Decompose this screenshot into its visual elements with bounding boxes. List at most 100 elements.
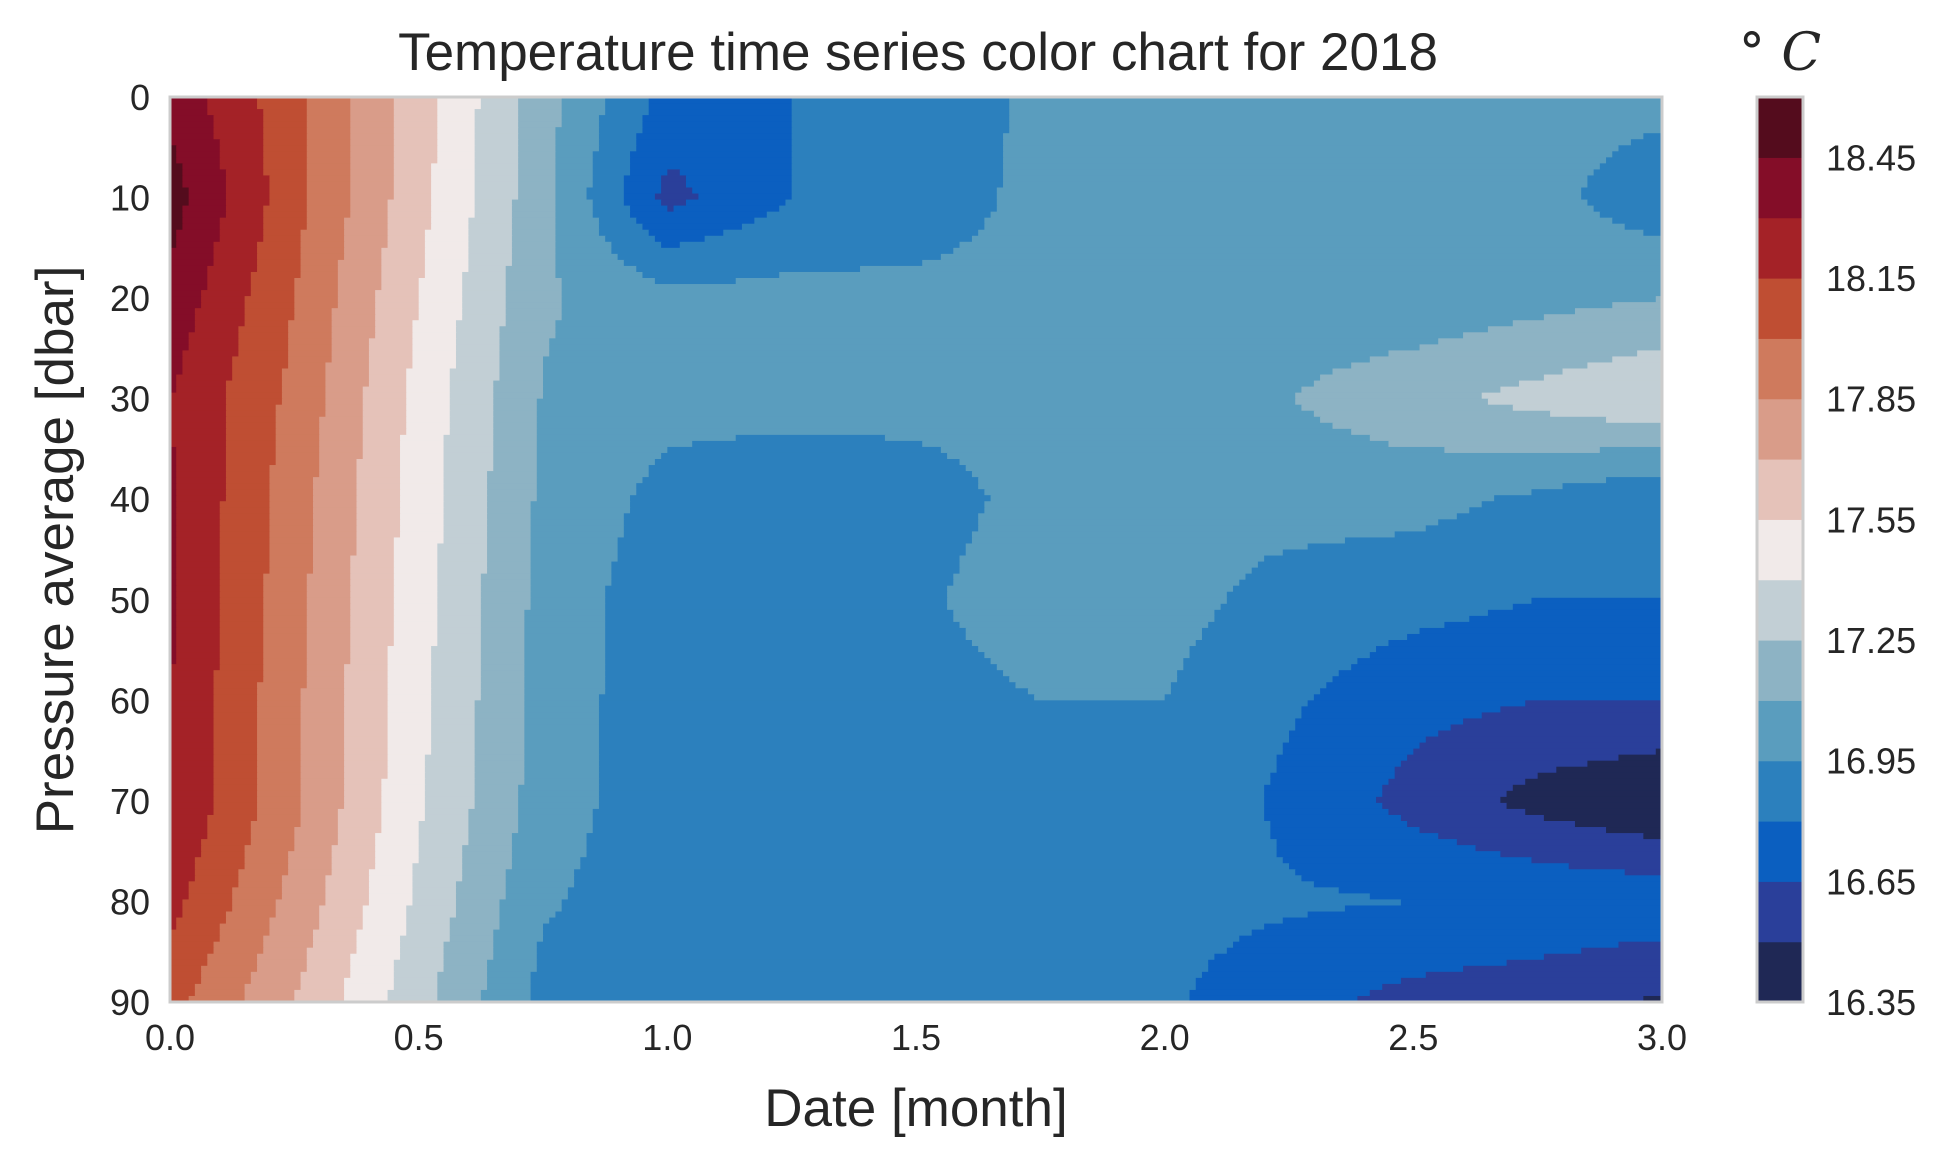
contour-cell [188,199,227,207]
contour-cell [493,416,538,424]
contour-cell [791,145,1004,153]
contour-cell [1295,392,1483,400]
contour-cell [281,380,327,388]
contour-cell [225,199,271,207]
contour-cell [170,229,178,237]
contour-cell [170,827,209,834]
contour-cell [511,839,588,846]
contour-cell [511,241,557,249]
contour-cell [580,863,1290,871]
contour-cell [194,308,246,315]
contour-cell [487,567,532,575]
contour-cell [263,115,308,122]
contour-cell [244,320,289,328]
contour-cell [474,139,519,147]
contour-cell [182,223,221,231]
contour-cell [791,133,1004,141]
contour-cell [1276,851,1502,858]
contour-cell [536,440,693,448]
contour-cell [505,296,563,303]
contour-cell [170,893,190,901]
contour-cell [213,784,258,792]
contour-cell [201,839,252,846]
contour-cell [406,428,451,436]
contour-cell [257,742,302,750]
contour-cell [1612,217,1663,225]
contour-cell [480,676,526,684]
contour-cell [971,640,1197,647]
contour-cell [350,103,395,110]
contour-cell [319,459,358,466]
contour-cell [493,380,544,388]
contour-cell [462,857,513,865]
contour-cell [188,332,240,340]
contour-cell [257,808,302,816]
contour-cell [605,603,948,611]
contour-cell [1003,139,1632,147]
contour-cell [269,549,314,557]
contour-cell [244,983,302,991]
contour-cell [1201,971,1427,979]
contour-cell [350,561,395,569]
contour-cell [518,193,557,201]
contour-cell [543,935,1241,943]
contour-cell [232,362,289,370]
contour-cell [400,489,445,496]
contour-cell [1208,965,1464,973]
contour-cell [356,543,395,551]
contour-cell [437,585,482,593]
contour-cell [170,887,190,895]
contour-cell [306,181,352,189]
contour-cell [306,115,352,122]
contour-cell [356,483,401,490]
contour-cell [536,398,1297,406]
contour-cell [263,573,308,581]
contour-cell [344,760,389,768]
contour-cell [598,730,1290,738]
contour-cell [1618,145,1663,153]
contour-cell [306,187,352,195]
contour-cell [182,181,227,189]
contour-cell [201,977,252,985]
contour-cell [337,302,376,309]
contour-cell [170,326,196,334]
contour-cell [524,682,606,690]
contour-cell [511,223,557,231]
contour-cell [306,145,352,153]
contour-cell [225,211,265,219]
contour-cell [437,603,482,611]
contour-cell [499,911,557,919]
contour-cell [400,440,445,448]
contour-cell [294,995,345,1003]
contour-cell [424,808,470,816]
contour-cell [350,621,395,629]
contour-cell [530,501,631,509]
y-axis-label: Pressure average [dbar] [26,266,85,835]
contour-cell [194,983,246,991]
contour-cell [170,121,215,128]
contour-cell [1574,308,1663,315]
contour-cell [1009,97,1663,104]
colorbar-tick-label: 16.35 [1826,982,1916,1023]
contour-cell [263,169,308,177]
contour-cell [592,827,1272,834]
contour-cell [487,471,538,478]
contour-cell [1382,983,1663,991]
contour-cell [493,446,538,454]
contour-cell [947,603,1222,611]
contour-cell [170,543,178,551]
contour-cell [300,241,345,249]
contour-cell [170,754,215,762]
contour-cell [275,446,320,454]
contour-cell [257,265,302,273]
contour-cell [474,115,519,122]
contour-cell [219,561,271,569]
contour-cell [474,151,519,159]
contour-cell [586,851,1278,858]
contour-cell [213,778,258,786]
contour-cell [953,609,1216,617]
contour-cell [978,519,1439,527]
contour-cell [281,368,327,376]
contour-cell [263,235,302,243]
contour-cell [325,881,370,889]
